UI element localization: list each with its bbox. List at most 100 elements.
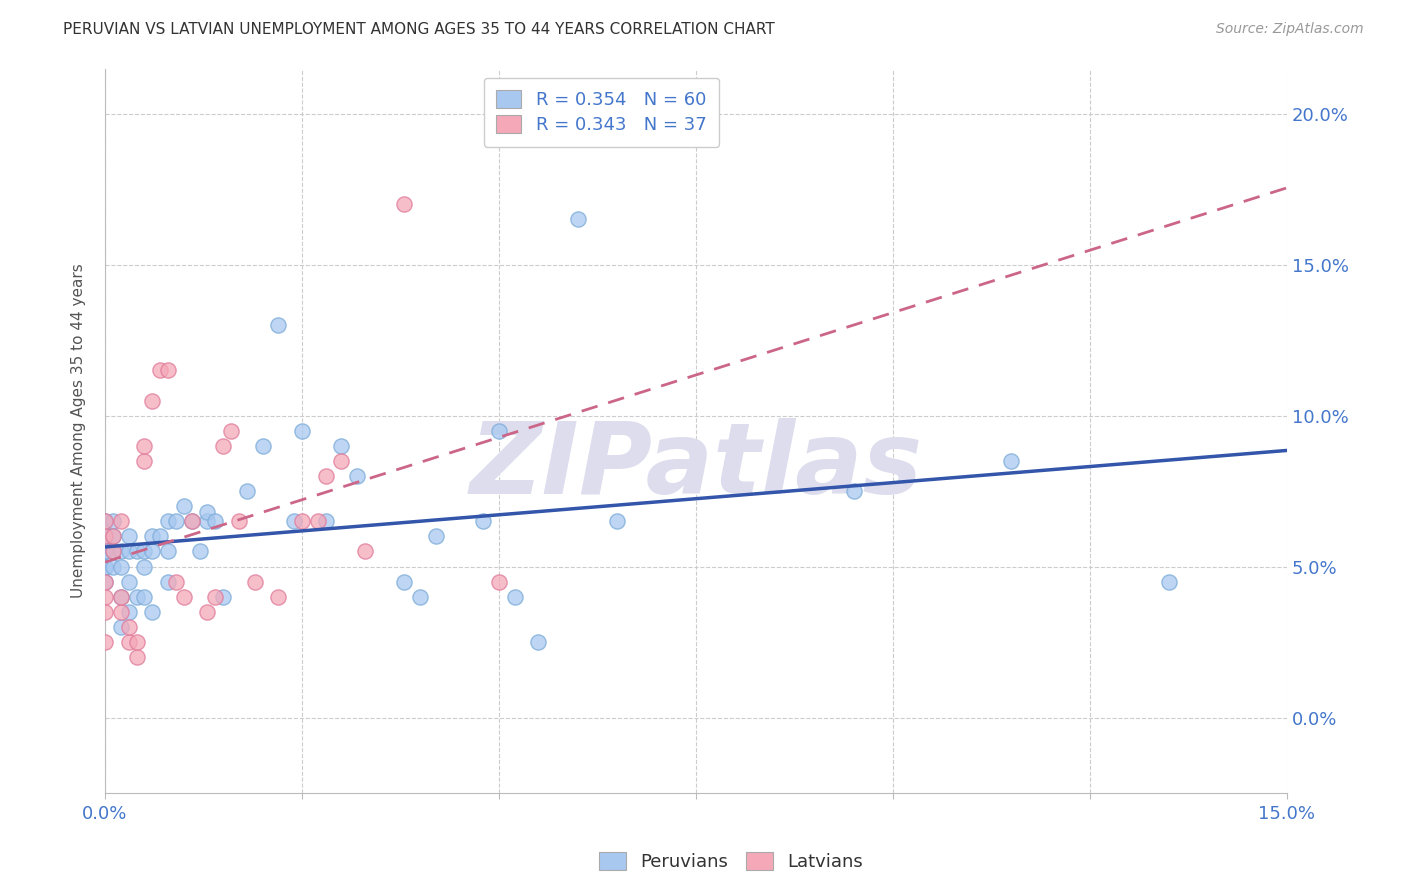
Point <box>117 620 139 634</box>
Point <box>165 514 187 528</box>
Point <box>165 574 187 589</box>
Point <box>110 620 132 634</box>
Point <box>197 514 219 528</box>
Point <box>503 590 526 604</box>
Point <box>141 393 163 408</box>
Point <box>315 514 337 528</box>
Point <box>315 469 337 483</box>
Legend: R = 0.354   N = 60, R = 0.343   N = 37: R = 0.354 N = 60, R = 0.343 N = 37 <box>484 78 720 147</box>
Point <box>94 529 117 543</box>
Point <box>125 650 148 665</box>
Point <box>157 544 180 558</box>
Point <box>252 439 274 453</box>
Point <box>149 363 172 377</box>
Point <box>157 574 180 589</box>
Point <box>94 544 117 558</box>
Point <box>134 544 156 558</box>
Point <box>94 514 117 528</box>
Point <box>1000 454 1022 468</box>
Point <box>101 529 124 543</box>
Point <box>94 635 117 649</box>
Point <box>527 635 550 649</box>
Point <box>110 590 132 604</box>
Point <box>134 439 156 453</box>
Point <box>94 544 117 558</box>
Point <box>117 574 139 589</box>
Point <box>219 424 242 438</box>
Point <box>212 590 235 604</box>
Point <box>488 424 510 438</box>
Point <box>117 635 139 649</box>
Point <box>267 318 290 332</box>
Point <box>117 544 139 558</box>
Point <box>94 559 117 574</box>
Point <box>110 559 132 574</box>
Point <box>243 574 266 589</box>
Point <box>125 590 148 604</box>
Point <box>149 529 172 543</box>
Point <box>101 559 124 574</box>
Point <box>110 590 132 604</box>
Point <box>134 454 156 468</box>
Point <box>94 529 117 543</box>
Point <box>134 590 156 604</box>
Point <box>567 212 589 227</box>
Point <box>1157 574 1180 589</box>
Text: Source: ZipAtlas.com: Source: ZipAtlas.com <box>1216 22 1364 37</box>
Point <box>117 529 139 543</box>
Point <box>346 469 368 483</box>
Point <box>291 424 314 438</box>
Text: PERUVIAN VS LATVIAN UNEMPLOYMENT AMONG AGES 35 TO 44 YEARS CORRELATION CHART: PERUVIAN VS LATVIAN UNEMPLOYMENT AMONG A… <box>63 22 775 37</box>
Point <box>394 197 416 211</box>
Point <box>94 559 117 574</box>
Point <box>188 544 211 558</box>
Point <box>409 590 432 604</box>
Point <box>394 574 416 589</box>
Point <box>141 529 163 543</box>
Point <box>330 439 353 453</box>
Point <box>101 514 124 528</box>
Point <box>94 574 117 589</box>
Point <box>117 605 139 619</box>
Point <box>173 590 195 604</box>
Point <box>236 484 259 499</box>
Point <box>204 590 226 604</box>
Y-axis label: Unemployment Among Ages 35 to 44 years: Unemployment Among Ages 35 to 44 years <box>72 263 86 599</box>
Point <box>173 500 195 514</box>
Point <box>283 514 305 528</box>
Point <box>197 605 219 619</box>
Point <box>157 363 180 377</box>
Point <box>472 514 495 528</box>
Point <box>354 544 377 558</box>
Point <box>134 559 156 574</box>
Point <box>291 514 314 528</box>
Text: ZIPatlas: ZIPatlas <box>470 418 922 516</box>
Point <box>141 605 163 619</box>
Point <box>488 574 510 589</box>
Point <box>141 544 163 558</box>
Point <box>94 529 117 543</box>
Point <box>606 514 628 528</box>
Legend: Peruvians, Latvians: Peruvians, Latvians <box>592 846 870 879</box>
Point <box>212 439 235 453</box>
Point <box>110 605 132 619</box>
Point <box>180 514 202 528</box>
Point <box>110 514 132 528</box>
Point <box>110 544 132 558</box>
Point <box>307 514 329 528</box>
Point <box>425 529 447 543</box>
Point <box>842 484 865 499</box>
Point <box>267 590 290 604</box>
Point <box>125 635 148 649</box>
Point <box>94 605 117 619</box>
Point <box>330 454 353 468</box>
Point <box>197 505 219 519</box>
Point <box>228 514 250 528</box>
Point <box>204 514 226 528</box>
Point <box>125 544 148 558</box>
Point <box>94 514 117 528</box>
Point <box>101 544 124 558</box>
Point <box>101 529 124 543</box>
Point <box>101 544 124 558</box>
Point <box>180 514 202 528</box>
